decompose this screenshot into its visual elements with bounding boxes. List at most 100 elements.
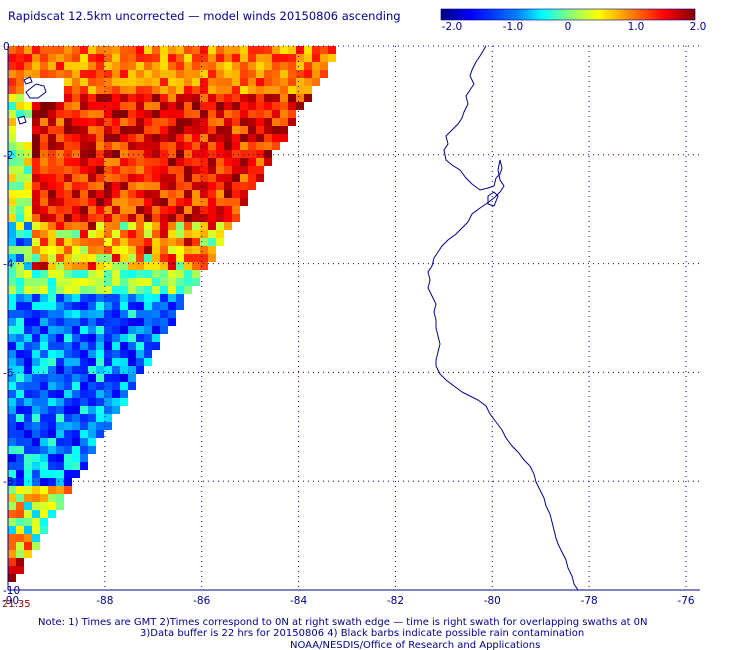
- swath-cell: [56, 446, 64, 454]
- swath-cell: [8, 118, 16, 126]
- swath-cell: [104, 374, 112, 382]
- swath-cell: [96, 62, 104, 70]
- swath-cell: [48, 110, 56, 118]
- swath-cell: [128, 374, 136, 382]
- swath-cell: [128, 150, 136, 158]
- swath-cell: [16, 78, 24, 86]
- swath-cell: [72, 294, 80, 302]
- swath-cell: [48, 142, 56, 150]
- swath-cell: [192, 46, 200, 54]
- swath-cell: [56, 198, 64, 206]
- swath-cell: [16, 566, 24, 574]
- swath-cell: [32, 438, 40, 446]
- swath-cell: [112, 294, 120, 302]
- swath-cell: [8, 502, 16, 510]
- swath-cell: [176, 46, 184, 54]
- swath-cell: [184, 238, 192, 246]
- swath-cell: [104, 342, 112, 350]
- swath-cell: [96, 398, 104, 406]
- swath-cell: [200, 70, 208, 78]
- swath-cell: [80, 54, 88, 62]
- swath-cell: [168, 310, 176, 318]
- swath-cell: [8, 126, 16, 134]
- swath-cell: [168, 126, 176, 134]
- swath-cell: [72, 206, 80, 214]
- swath-cell: [168, 270, 176, 278]
- swath-cell: [120, 270, 128, 278]
- swath-cell: [216, 158, 224, 166]
- swath-cell: [80, 446, 88, 454]
- swath-cell: [88, 310, 96, 318]
- swath-cell: [128, 190, 136, 198]
- swath-cell: [96, 230, 104, 238]
- swath-cell: [144, 190, 152, 198]
- swath-cell: [208, 230, 216, 238]
- swath-cell: [48, 326, 56, 334]
- swath-cell: [16, 190, 24, 198]
- swath-cell: [24, 254, 32, 262]
- swath-cell: [112, 286, 120, 294]
- swath-cell: [184, 94, 192, 102]
- swath-cell: [88, 174, 96, 182]
- swath-cell: [128, 270, 136, 278]
- swath-cell: [24, 406, 32, 414]
- swath-cell: [48, 246, 56, 254]
- swath-cell: [64, 438, 72, 446]
- swath-cell: [32, 430, 40, 438]
- swath-cell: [136, 278, 144, 286]
- swath-cell: [72, 470, 80, 478]
- swath-cell: [88, 358, 96, 366]
- swath-cell: [120, 126, 128, 134]
- swath-cell: [32, 542, 40, 550]
- swath-cell: [104, 126, 112, 134]
- swath-cell: [184, 150, 192, 158]
- swath-cell: [32, 134, 40, 142]
- swath-cell: [24, 54, 32, 62]
- swath-cell: [216, 94, 224, 102]
- swath-cell: [72, 126, 80, 134]
- swath-cell: [40, 174, 48, 182]
- swath-cell: [16, 302, 24, 310]
- swath-cell: [16, 254, 24, 262]
- map-title: Rapidscat 12.5km uncorrected — model win…: [8, 9, 401, 23]
- swath-cell: [296, 62, 304, 70]
- swath-cell: [160, 134, 168, 142]
- swath-cell: [88, 422, 96, 430]
- swath-cell: [40, 374, 48, 382]
- swath-cell: [72, 390, 80, 398]
- swath-cell: [272, 62, 280, 70]
- swath-cell: [120, 222, 128, 230]
- swath-cell: [48, 350, 56, 358]
- swath-cell: [152, 230, 160, 238]
- swath-cell: [56, 502, 64, 510]
- swath-cell: [120, 78, 128, 86]
- swath-cell: [176, 86, 184, 94]
- swath-cell: [16, 406, 24, 414]
- swath-cell: [40, 494, 48, 502]
- swath-cell: [184, 230, 192, 238]
- swath-cell: [136, 270, 144, 278]
- colorbar: [440, 8, 696, 21]
- swath-cell: [176, 214, 184, 222]
- swath-cell: [152, 94, 160, 102]
- swath-cell: [264, 54, 272, 62]
- swath-cell: [256, 46, 264, 54]
- swath-cell: [16, 294, 24, 302]
- swath-cell: [280, 126, 288, 134]
- swath-cell: [112, 126, 120, 134]
- swath-cell: [184, 174, 192, 182]
- swath-cell: [208, 70, 216, 78]
- swath-cell: [168, 238, 176, 246]
- swath-cell: [104, 246, 112, 254]
- swath-cell: [208, 54, 216, 62]
- swath-cell: [8, 54, 16, 62]
- swath-cell: [216, 150, 224, 158]
- swath-cell: [112, 246, 120, 254]
- swath-cell: [64, 374, 72, 382]
- swath-cell: [272, 94, 280, 102]
- swath-cell: [240, 70, 248, 78]
- swath-cell: [120, 302, 128, 310]
- swath-cell: [80, 302, 88, 310]
- swath-cell: [144, 150, 152, 158]
- swath-cell: [144, 222, 152, 230]
